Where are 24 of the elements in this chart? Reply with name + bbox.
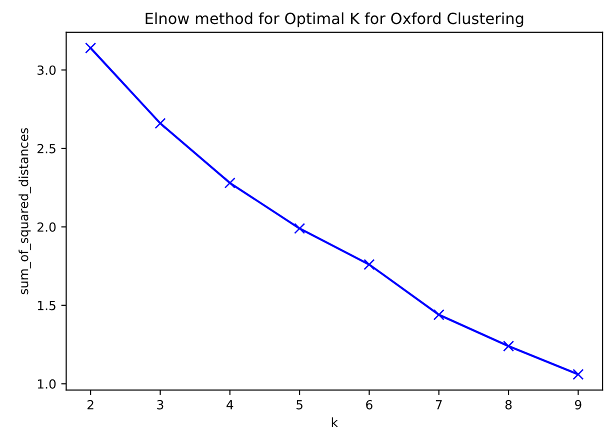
point xyxy=(502,340,514,352)
y-tick-label: 1.5 xyxy=(38,300,56,310)
chart-title: Elnow method for Optimal K for Oxford Clustering xyxy=(146,12,524,28)
x-tick-label: 3 xyxy=(157,400,164,410)
point xyxy=(433,309,444,320)
point xyxy=(294,222,306,234)
x-tick-label: 9 xyxy=(575,400,582,410)
y-axis-title: sum_of_squared_distances xyxy=(18,128,32,294)
point xyxy=(224,177,236,189)
x-axis-title: k xyxy=(332,417,338,427)
point xyxy=(154,118,166,129)
y-tick-label: 1.0 xyxy=(38,379,56,389)
x-tick-label: 4 xyxy=(226,400,234,410)
x-tick-label: 5 xyxy=(296,400,302,410)
y-tick-label: 3.0 xyxy=(38,65,56,75)
x-tick-label: 6 xyxy=(366,400,372,410)
point xyxy=(364,258,375,270)
y-tick-label: 2.0 xyxy=(38,222,56,232)
point xyxy=(572,368,584,380)
y-tick-label: 2.5 xyxy=(38,144,56,154)
x-tick-label: 7 xyxy=(436,400,442,410)
x-tick-label: 8 xyxy=(505,400,512,410)
x-tick-label: 2 xyxy=(88,400,94,410)
point xyxy=(85,42,96,54)
